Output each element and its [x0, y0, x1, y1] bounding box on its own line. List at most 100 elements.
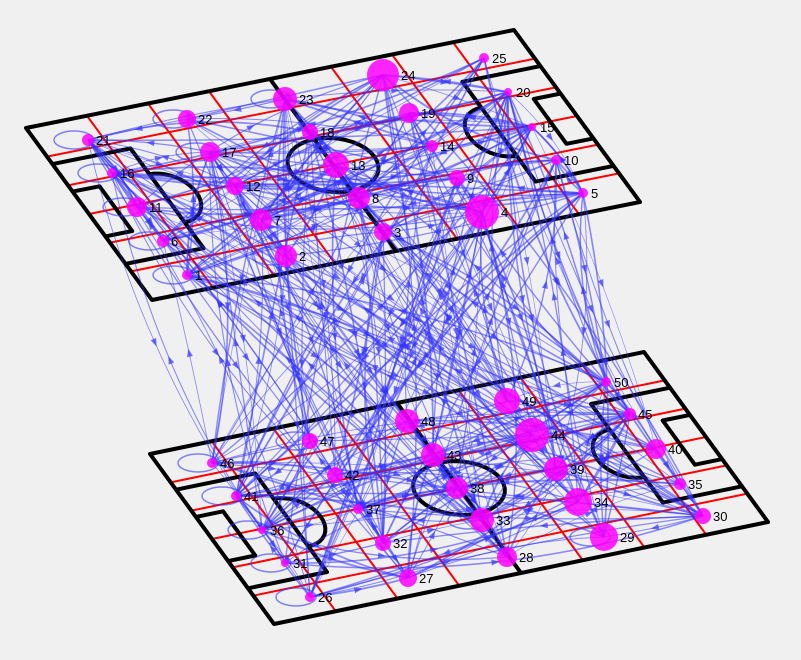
edge-arrow	[273, 467, 283, 475]
node-circle	[348, 187, 370, 209]
edge-arrow	[488, 243, 495, 252]
node-circle	[82, 134, 94, 146]
edge-arrow	[553, 277, 561, 287]
node-22: 22	[178, 110, 212, 128]
edge-arrow	[405, 315, 412, 324]
edge-arrow	[489, 454, 499, 462]
edge-arrow	[318, 149, 327, 156]
node-circle	[624, 408, 636, 420]
goal-box-left	[72, 184, 135, 239]
node-43: 43	[421, 443, 461, 467]
node-circle	[646, 439, 666, 459]
node-41: 41	[231, 489, 258, 504]
node-label: 3	[394, 225, 401, 240]
edge-arrow	[475, 358, 482, 367]
edge-arrow	[581, 264, 587, 274]
node-circle	[421, 443, 445, 467]
node-36: 36	[258, 523, 284, 538]
node-label: 11	[149, 200, 163, 215]
node-37: 37	[353, 502, 380, 517]
node-label: 6	[171, 234, 178, 249]
edge-arrow	[510, 377, 517, 387]
edge-arrow	[580, 285, 587, 295]
edge-arrow	[386, 293, 395, 301]
edge-arrow	[522, 507, 532, 515]
edge-arrow	[422, 388, 431, 395]
node-47: 47	[302, 433, 334, 449]
node-circle	[578, 188, 588, 198]
edge-arrow	[523, 256, 530, 266]
self-loop	[250, 553, 292, 573]
edge-arrow	[386, 336, 396, 344]
node-label: 24	[401, 68, 415, 83]
node-6: 6	[157, 234, 178, 249]
node-label: 5	[591, 186, 598, 201]
edge-arrow	[343, 361, 351, 370]
node-circle	[515, 418, 549, 452]
edge-arrow	[419, 306, 427, 316]
node-12: 12	[226, 177, 260, 195]
edge-arrow	[519, 294, 525, 304]
node-21: 21	[82, 133, 110, 148]
edge-arrow	[372, 365, 379, 374]
edge-arrow	[604, 319, 610, 329]
node-label: 33	[496, 513, 510, 528]
node-label: 9	[467, 171, 474, 186]
edge-arrow	[357, 115, 367, 121]
goal-box-left	[195, 509, 258, 564]
edge-arrow	[216, 300, 224, 309]
node-14: 14	[426, 139, 454, 154]
edge-arrow	[432, 372, 441, 380]
self-loop	[275, 587, 317, 607]
edge-arrow	[187, 348, 193, 358]
node-circle	[494, 388, 520, 414]
edge-arrow	[473, 389, 481, 398]
edge-arrow	[224, 302, 231, 311]
node-label: 20	[516, 85, 530, 100]
edge-arrow	[146, 140, 155, 147]
edge-arrow	[517, 312, 523, 322]
node-38: 38	[446, 477, 484, 499]
node-label: 26	[318, 590, 332, 605]
node-circle	[178, 110, 196, 128]
node-label: 37	[366, 502, 380, 517]
node-label: 49	[522, 394, 536, 409]
edge-arrow	[493, 463, 503, 470]
node-33: 33	[470, 508, 510, 532]
node-15: 15	[528, 120, 554, 135]
edge-arrow	[150, 337, 157, 347]
node-42: 42	[327, 467, 359, 483]
edge-arrow	[350, 183, 360, 190]
edge-arrow	[437, 292, 446, 301]
node-circle	[564, 488, 592, 516]
node-label: 27	[419, 571, 433, 586]
node-24: 24	[367, 59, 415, 91]
edge-arrow	[445, 313, 452, 322]
edge-arrow	[352, 275, 360, 285]
edge-arrow	[409, 350, 416, 360]
edge-arrow	[516, 185, 526, 192]
node-28: 28	[497, 547, 533, 567]
edge-arrow	[429, 547, 438, 554]
goal-box-right	[531, 91, 594, 146]
edge-arrow	[270, 230, 278, 239]
edge-arrow	[218, 355, 225, 365]
edge-arrow	[427, 223, 437, 230]
edge-arrow	[449, 267, 456, 276]
node-circle	[275, 245, 297, 267]
node-49: 49	[494, 388, 536, 414]
edge-arrow	[324, 143, 332, 152]
edge-arrow	[356, 351, 365, 360]
edge-arrow	[358, 276, 366, 285]
edge-arrow	[146, 216, 154, 226]
node-label: 28	[519, 550, 533, 565]
edge-arrow	[439, 397, 448, 406]
node-11: 11	[127, 197, 163, 217]
node-circle	[504, 88, 512, 96]
node-circle	[426, 140, 438, 152]
edge-arrow	[550, 235, 557, 245]
node-circle	[250, 209, 272, 231]
node-circle	[528, 123, 536, 131]
node-circle	[302, 124, 318, 140]
node-50: 50	[601, 375, 628, 390]
